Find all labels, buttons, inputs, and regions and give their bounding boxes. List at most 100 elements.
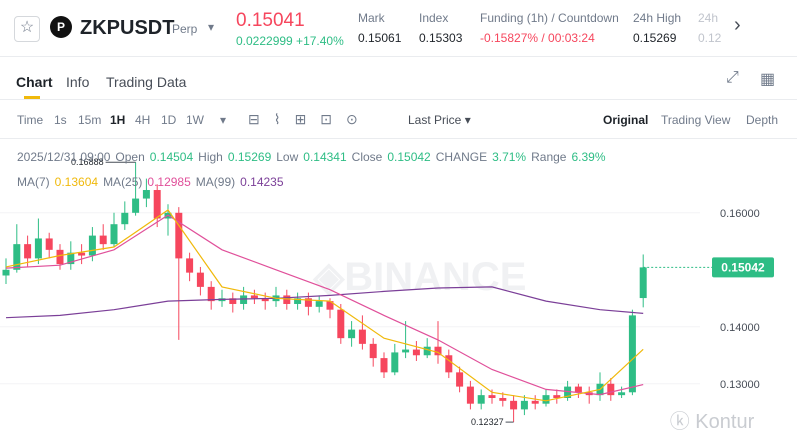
interval[interactable]: 1D [161,113,177,127]
candle-body [564,386,572,398]
last-price-tag [712,257,774,278]
candle-body [423,346,431,356]
interval[interactable]: 1W [186,113,204,127]
stat: Funding (1h) / Countdown -0.15827% / 00:0… [480,11,619,45]
candle-body [326,301,334,310]
view[interactable]: Depth [746,113,779,127]
interval[interactable]: 1H [110,113,126,127]
candle-body [553,395,561,398]
interval-dropdown[interactable]: ▾ [220,113,227,127]
candle-body [488,395,496,398]
candle-body [2,269,10,276]
field-label: Low [276,150,299,164]
ma-line [5,286,644,319]
candle-body [499,397,507,401]
interval[interactable]: Time [17,113,44,127]
field-value: 6.39% [571,150,606,164]
stat: 24h 0.12 [698,11,721,45]
view[interactable]: Trading View [661,113,731,127]
candle-body [261,298,269,302]
tool-icons[interactable]: ⊟⌇⊞⊡⊙ [248,111,372,127]
y-tick-label: 0.13000 [720,379,760,391]
field-value: 0.14341 [303,150,347,164]
candle-body [380,358,388,373]
tab-bar: Chart Info Trading Data ⤢ ▦ [0,57,797,100]
candle-body [56,249,64,265]
tab[interactable]: Chart [16,74,53,90]
stat: Mark 0.15061 [358,11,401,45]
ma-line [5,214,644,396]
candle-body [456,372,464,387]
price-mode-label: Last Price [408,113,462,127]
stat-label: 24h High [633,11,682,25]
candle-body [24,244,32,259]
field-value: 0.14504 [149,150,194,164]
stat: 24h High 0.15269 [633,11,681,45]
candle-body [391,352,399,373]
candle-body [445,355,453,373]
candle-body [142,190,150,199]
interval[interactable]: 4H [135,113,151,127]
tab[interactable]: Trading Data [106,74,187,90]
candle-body [34,238,42,259]
candle-body [348,329,356,339]
candle-body [207,286,215,302]
price-change: 0.0222999 +17.40% [236,34,344,48]
scroll-right[interactable]: › [734,14,741,36]
toolbar: Time 1s 15m 1H 4H 1D 1W ▾ ⊟⌇⊞⊡⊙ Last Price ▾ O… [0,100,797,139]
stat-label: 24h [698,11,719,25]
stat-value: 0.15303 [419,31,463,45]
symbol[interactable]: ZKPUSDT [80,17,175,39]
interval[interactable]: 15m [78,113,102,127]
candle-body [121,212,129,225]
candle-body [520,400,528,410]
candle-body [531,400,539,404]
ma-info: MA(7) 0.13604 MA(25) 0.12985 MA(99) 0.14235 [17,175,289,189]
stat-label: Index [419,11,449,25]
candle-body [175,212,183,259]
candle-body [315,301,323,307]
candle-body [88,235,96,256]
candle-body [294,298,302,304]
candle-body [240,295,248,304]
candle-body [402,349,410,353]
candle-body [67,252,75,265]
candle-body [510,400,518,410]
candle-body [110,224,118,245]
ma-line [5,209,644,402]
candle-body [639,267,647,299]
candle-body [186,258,194,273]
field-label: High [198,150,223,164]
candle-body [99,235,107,245]
favorite-star[interactable]: ☆ [14,16,40,42]
tab-indicator [24,96,40,99]
view[interactable]: Original [603,113,649,127]
candle-body [628,315,636,393]
stat-value: 0.12 [698,31,722,45]
candle-body [618,392,626,396]
price-mode[interactable]: Last Price ▾ [408,113,471,127]
candle-body [153,190,161,219]
interval[interactable]: 1s [54,113,67,127]
field-value: 0.15269 [227,150,272,164]
candle-body [45,238,53,250]
tab[interactable]: Info [66,74,90,90]
candle-body [13,244,21,270]
candle-body [607,383,615,396]
fullscreen[interactable]: ⤢ [726,69,739,86]
dropdown[interactable]: ▾ [208,20,215,34]
watermark: ◈BINANCE [313,255,527,299]
field-value: 0.15042 [387,150,431,164]
kontur-watermark: ⓚ Kontur [670,410,755,433]
field-label: Close [351,150,383,164]
field-label: CHANGE [435,150,488,164]
layout[interactable]: ▦ [760,71,776,88]
last-price-label: 0.15042 [721,260,765,274]
header: ☆ P ZKPUSDT Perp ▾ 0.15041 0.0222999 +17… [0,0,797,57]
candle-body [369,343,377,359]
ohlc-info: 2025/12/31 09:00 Open 0.14504 High 0.15269 Lo… [17,150,611,164]
ma-label: MA(25) [103,175,143,189]
ma-label: MA(7) [17,175,50,189]
y-tick-label: 0.16000 [720,208,760,220]
